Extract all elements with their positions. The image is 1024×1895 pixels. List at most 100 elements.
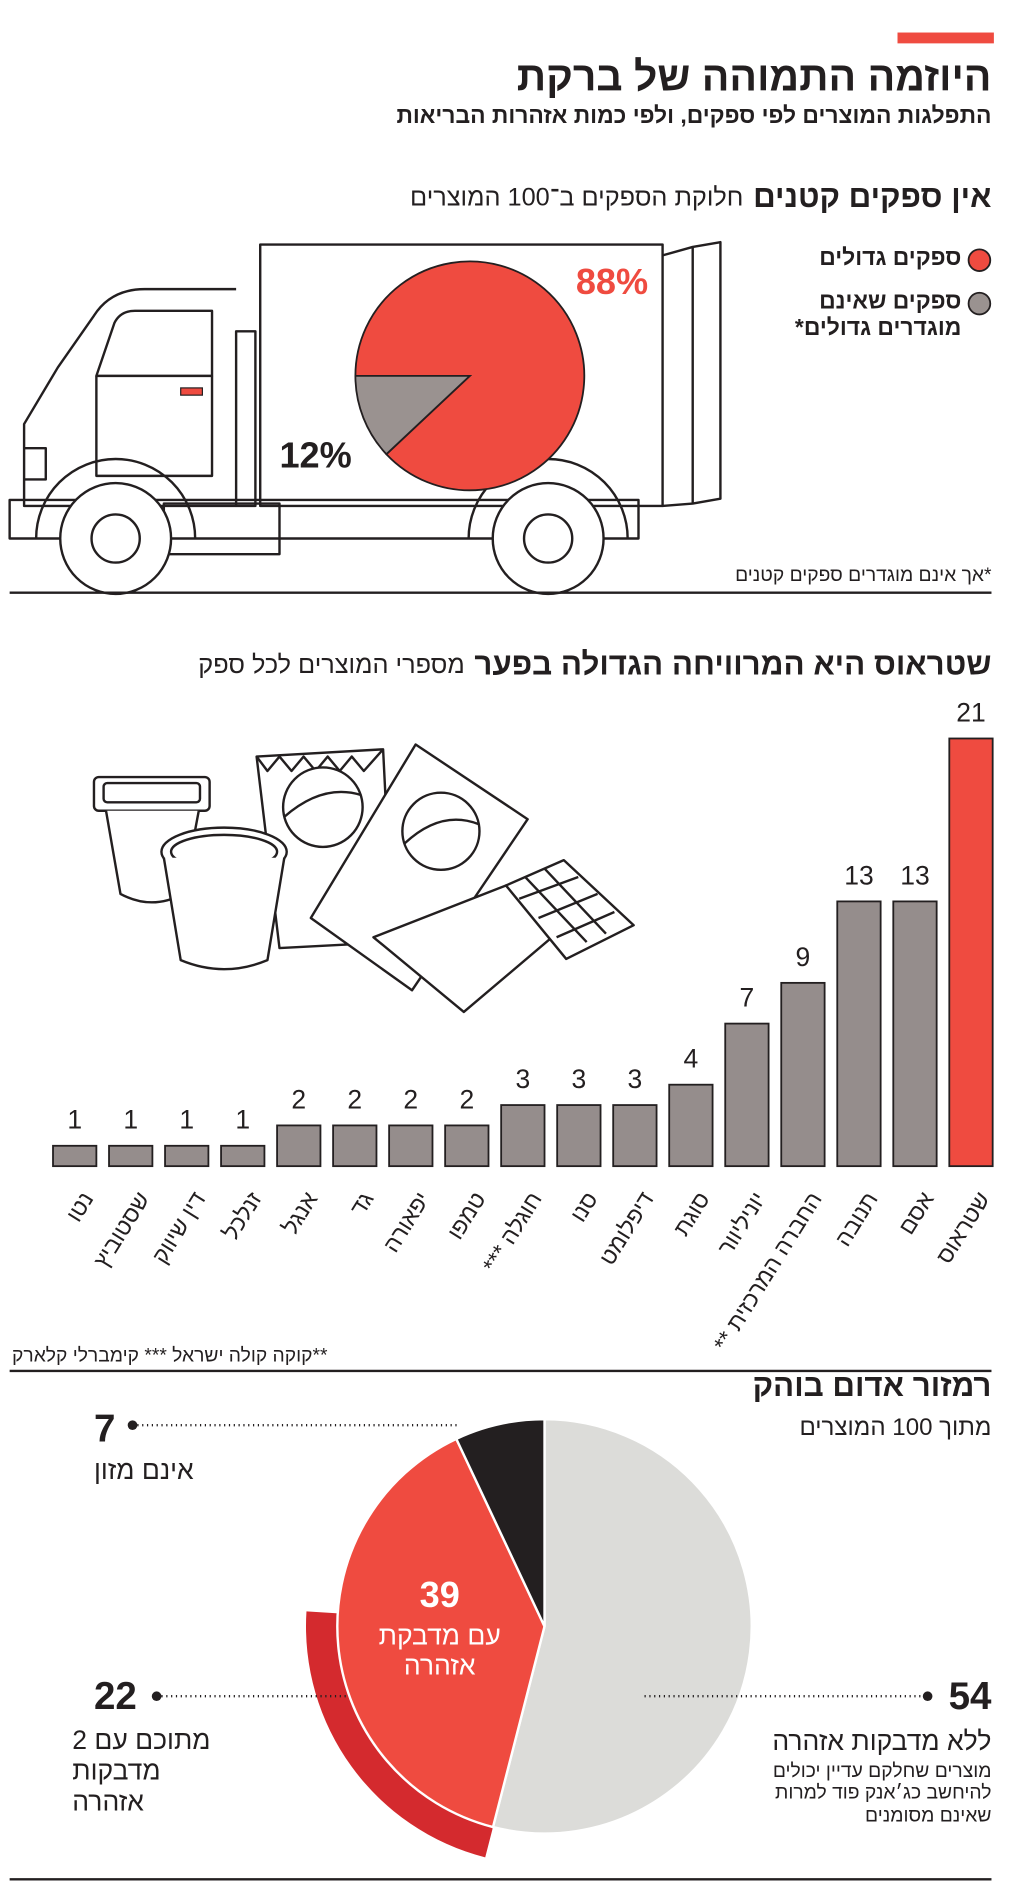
snacks-illustration-part xyxy=(283,790,362,818)
section-title: שטראוס היא המרוויחה הגדולה בפער xyxy=(474,646,991,681)
value-label: 21 xyxy=(956,697,985,727)
bar xyxy=(612,1104,658,1168)
callout-note: מוצרים שחלקם עדיין יכולים להיחשב כג׳אנק … xyxy=(772,1761,992,1827)
x-tick-label: אסם xyxy=(893,1187,939,1239)
bar xyxy=(892,900,938,1168)
snacks-illustration-part xyxy=(309,743,529,992)
truck-part xyxy=(90,513,141,564)
value-label: 3 xyxy=(628,1064,643,1094)
callout-label: ללא מדבקות אזהרה xyxy=(772,1726,991,1756)
leader-dot xyxy=(127,1420,138,1430)
accent-bar xyxy=(897,32,994,44)
x-tick-label: זנלכל xyxy=(217,1187,266,1245)
value-label: 1 xyxy=(235,1105,250,1135)
snacks-illustration-part xyxy=(102,781,202,804)
snacks-illustration-part xyxy=(162,857,286,971)
x-tick-label: שסטוביץ xyxy=(88,1187,154,1272)
legend-label: ספקים שאינם מוגדרים גדולים* xyxy=(794,289,962,341)
truck-part xyxy=(24,446,47,481)
bar xyxy=(388,1124,434,1168)
bar xyxy=(332,1124,378,1168)
truck-part xyxy=(22,287,237,508)
leader-dot xyxy=(922,1691,933,1702)
callout-value: 54 xyxy=(949,1675,992,1718)
x-tick-label: סנו xyxy=(565,1187,603,1226)
leader-dot xyxy=(151,1691,162,1702)
bar xyxy=(276,1124,322,1168)
footnote: **קוקה קולה ישראל *** קימברלי קלארק xyxy=(12,1346,328,1367)
snacks-illustration-part xyxy=(518,867,615,943)
callout-note-box: מוצרים שחלקם עדיין יכולים להיחשב כג׳אנק … xyxy=(772,1761,992,1827)
footnote: *אך אינם מוגדרים ספקים קטנים xyxy=(735,565,992,586)
truck-part xyxy=(8,498,640,540)
bar xyxy=(444,1124,490,1168)
truck-part xyxy=(162,502,281,556)
truck-part xyxy=(59,481,173,596)
callout-label: אינם מזון xyxy=(94,1455,194,1485)
pie-slice xyxy=(354,374,473,456)
value-label: 1 xyxy=(123,1105,138,1135)
value-label: 2 xyxy=(347,1084,362,1114)
value-label: 88% xyxy=(576,261,648,302)
x-tick-label: דין שיווק xyxy=(147,1187,211,1268)
section-title: אין ספקים קטנים xyxy=(753,179,991,214)
page-subtitle: התפלגות המוצרים לפי ספקים, ולפי כמות אזה… xyxy=(396,102,991,128)
x-tick-label: דיפלומט xyxy=(594,1187,659,1270)
door-handle xyxy=(180,387,203,396)
value-label: 13 xyxy=(900,860,929,890)
callout-value: 22 xyxy=(94,1675,137,1718)
truck-part xyxy=(259,243,664,508)
bar xyxy=(108,1144,154,1168)
x-tick-label: יפאורה xyxy=(378,1187,435,1257)
pie-slice xyxy=(336,1437,546,1829)
section-subtitle: חלוקת הספקים ב־100 המוצרים xyxy=(410,183,743,211)
truck-part xyxy=(34,457,197,539)
snacks-illustration-part xyxy=(281,766,364,849)
value-label: 7 xyxy=(740,983,755,1013)
truck-part xyxy=(522,513,574,564)
x-tick-label: החברה המרכזית ** xyxy=(708,1187,827,1355)
callout-label: עם מדבקת אזהרה xyxy=(378,1620,501,1681)
bar xyxy=(724,1022,770,1168)
callout-value: 39 xyxy=(420,1574,460,1615)
value-label: 2 xyxy=(291,1084,306,1114)
bar xyxy=(556,1104,602,1168)
truck-part xyxy=(491,481,605,596)
x-tick-label: גד xyxy=(345,1187,379,1220)
x-tick-label: שטראוס xyxy=(931,1187,995,1268)
truck-part xyxy=(662,240,722,508)
legend-swatch xyxy=(967,248,992,272)
bar xyxy=(52,1144,98,1168)
x-tick-label: סוגת xyxy=(668,1187,715,1240)
snacks-illustration xyxy=(92,743,635,1014)
pie-slice xyxy=(491,1417,753,1835)
bar xyxy=(836,900,882,1168)
bar xyxy=(220,1144,266,1168)
page-title: היוזמה התמוהה של ברקת xyxy=(517,53,992,99)
value-label: 3 xyxy=(571,1064,586,1094)
legend-label: ספקים גדולים xyxy=(819,245,962,272)
value-label: 1 xyxy=(179,1105,194,1135)
value-label: 1 xyxy=(67,1105,82,1135)
pie-slice xyxy=(454,1417,546,1627)
value-label: 12% xyxy=(279,434,351,475)
bar xyxy=(780,981,826,1168)
value-label: 9 xyxy=(796,942,811,972)
callout-value: 7 xyxy=(94,1407,115,1450)
truck-part xyxy=(95,375,214,478)
value-label: 2 xyxy=(459,1084,474,1114)
legend-label-box: ספקים שאינם מוגדרים גדולים* xyxy=(794,289,962,341)
x-tick-label: נטו xyxy=(61,1187,99,1226)
callout-label-box: עם מדבקת אזהרה xyxy=(378,1620,501,1681)
value-label: 3 xyxy=(515,1064,530,1094)
section-subtitle: מתוך 100 המוצרים xyxy=(799,1414,991,1441)
bar xyxy=(948,737,994,1168)
x-tick-label: טמפו xyxy=(442,1187,491,1244)
truck-part xyxy=(95,309,214,378)
legend-swatch xyxy=(967,291,992,316)
bar xyxy=(500,1104,546,1168)
subset-arc xyxy=(305,1611,494,1858)
value-label: 4 xyxy=(684,1044,699,1074)
callout-label: מתוכם עם 2 מדבקות אזהרה xyxy=(72,1725,211,1817)
